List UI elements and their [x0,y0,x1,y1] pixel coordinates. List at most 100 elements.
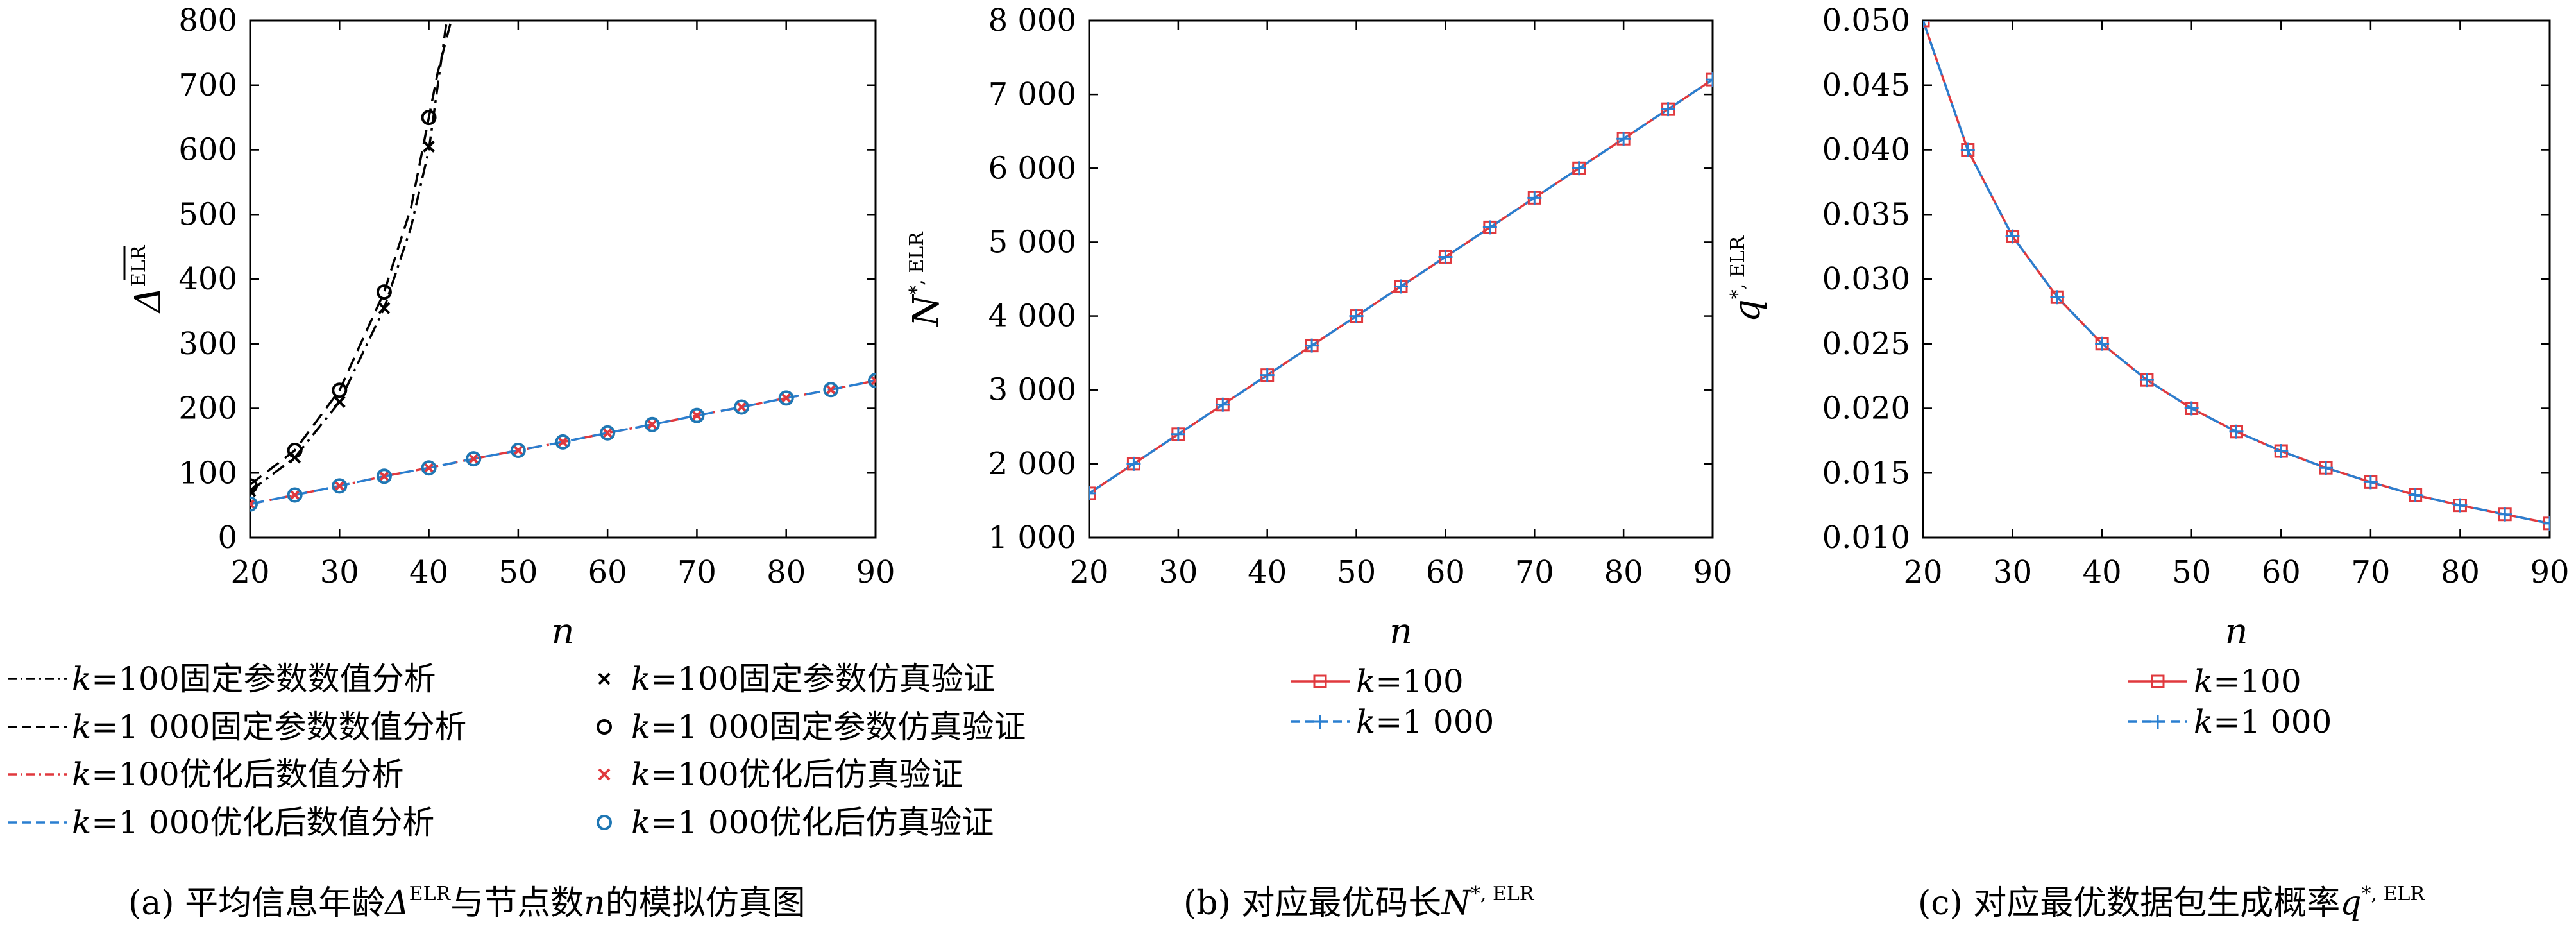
y-axis-label-main: q [1727,299,1768,322]
caption-b: (b) 对应最优码长N*, ELR [1183,883,1535,923]
y-tick-label: 0.030 [1822,261,1910,297]
legend-marker [598,672,611,685]
x-axis-label: n [1389,611,1412,652]
legend-label: k=100优化后仿真验证 [631,756,963,793]
legend-eq: =1 000 [1375,703,1494,740]
data-point [289,489,301,501]
data-point [689,407,705,423]
data-point [423,461,435,474]
legend-marker [2151,715,2165,729]
x-tick-label: 70 [1515,554,1554,590]
data-point [376,468,392,484]
legend-text: 优化后仿真验证 [739,756,963,793]
x-tick-label: 40 [2083,554,2122,590]
legend-marker [1313,715,1327,729]
data-point [250,498,257,511]
legend-eq: =1 000 [650,708,769,746]
data-point [421,110,437,126]
data-point [510,442,526,458]
caption-a-sup: ELR [409,883,452,905]
y-tick-label: 0.020 [1822,391,1910,427]
data-point [2453,498,2468,513]
x-tick-label: 80 [767,554,806,590]
x-tick-label: 20 [230,554,269,590]
y-tick-label: 0.040 [1822,132,1910,168]
legend-label: k=100 [2194,663,2301,700]
legend-k: k [2194,663,2213,700]
data-point [1438,250,1453,264]
data-point [332,382,348,398]
legend-eq: =100 [91,756,179,793]
caption-c-sym: q [2340,884,2361,923]
data-point [2408,488,2423,502]
data-point [378,302,391,314]
data-point [601,427,614,439]
data-point [1661,102,1675,117]
y-tick-label: 100 [178,455,237,491]
data-point [778,390,794,406]
data-point [1527,191,1542,205]
legend-eq: =100 [650,756,738,793]
data-point [824,383,837,396]
x-tick-label: 30 [1158,554,1198,590]
series-group [1923,21,2550,531]
legend-k: k [631,708,650,746]
data-point [250,496,258,512]
legend-eq: =1 000 [2213,703,2332,740]
y-axis-label-main: Δ [128,287,169,314]
data-point [646,418,659,431]
legend-eq: =100 [1375,663,1463,700]
legend-label: k=100优化后数值分析 [72,756,404,793]
legend-k: k [1356,663,1375,700]
data-point [333,479,346,492]
series-group [250,21,876,512]
data-point [600,425,616,441]
series-group [1089,72,1713,500]
data-point [287,487,303,503]
legend-text: 固定参数数值分析 [210,708,466,746]
legend-marker [1313,674,1327,688]
data-point [1482,220,1497,235]
x-tick-label: 70 [677,554,716,590]
x-tick-label: 50 [2172,554,2211,590]
data-point [780,391,793,404]
legend-k: k [72,708,91,746]
data-point [1305,338,1319,353]
chart-panel-b: 20 30 40 50 60 70 80 90 1 000 2 000 3 000 4 000 5 00… [906,3,1733,652]
legend-k: k [72,804,91,841]
legend-label: k=1 000固定参数仿真验证 [631,708,1026,746]
data-point [2005,229,2020,244]
caption-a-n: n [584,884,606,923]
y-tick-label: 1 000 [988,520,1076,556]
series-line-1 [250,21,453,486]
data-point [467,452,480,465]
legend-eq: =100 [91,660,179,697]
legend-label: k=1 000优化后仿真验证 [631,804,994,841]
legend-k: k [2194,703,2213,740]
data-point [1349,309,1364,323]
y-axis-label-sup: *, ELR [906,231,928,295]
legend-k: k [631,660,650,697]
data-point [868,373,876,389]
x-tick-label: 70 [2351,554,2390,590]
data-point [512,444,525,457]
caption-a-delta: Δ [384,884,409,923]
legend-text: 固定参数仿真验证 [739,660,996,697]
legend-label: k=1 000 [2194,703,2332,740]
data-point [2050,290,2065,305]
data-point [1960,142,1975,157]
legend-eq: =1 000 [91,708,210,746]
caption-a: (a) 平均信息年龄ΔELR与节点数n的模拟仿真图 [128,883,806,923]
y-axis-label: N*, ELR [906,231,947,328]
legend-k: k [631,804,650,841]
y-tick-label: 600 [178,132,237,168]
plot-frame-c [1922,19,2551,539]
legend-k: k [631,756,650,793]
y-tick-label: 2 000 [988,446,1076,482]
data-point [333,396,346,408]
data-point [823,382,839,398]
legend-k: k [1356,703,1375,740]
